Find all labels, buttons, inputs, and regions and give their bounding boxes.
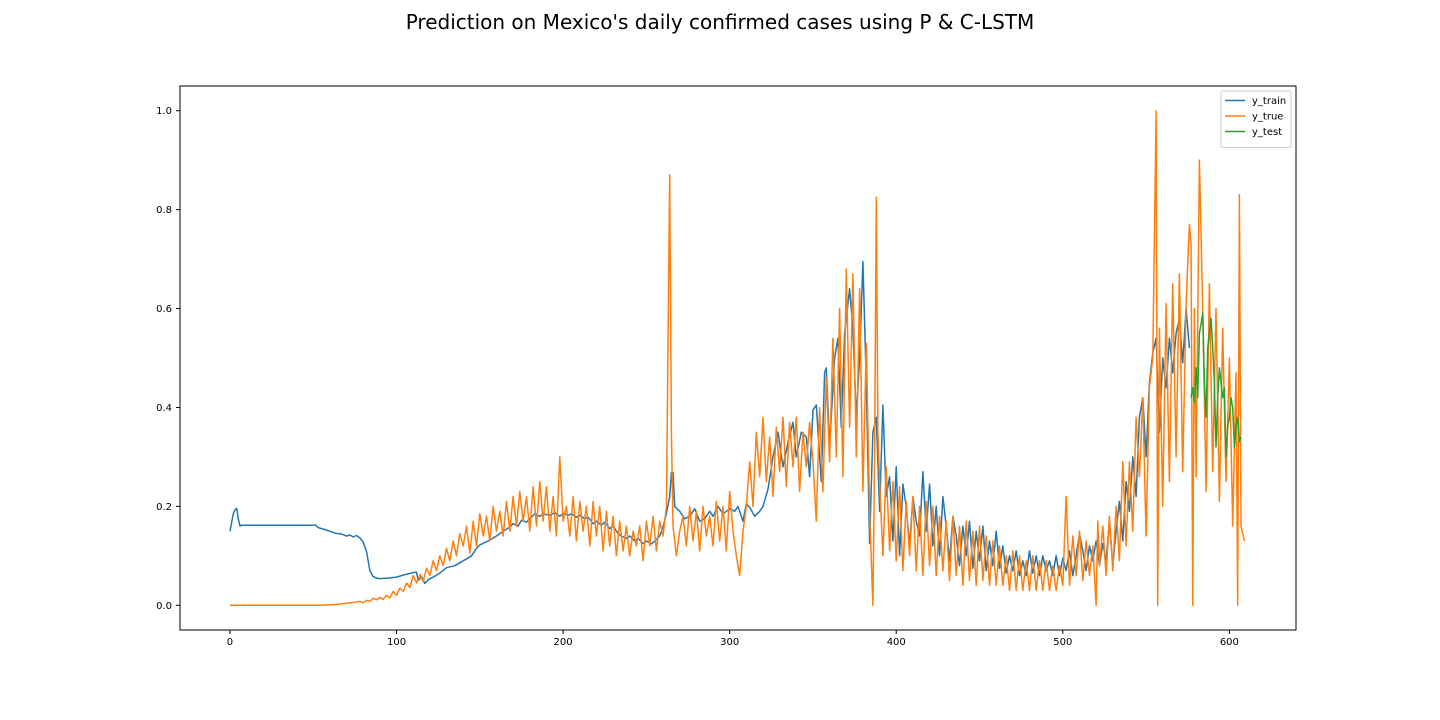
x-tick-label: 0 — [227, 637, 233, 648]
plot-area — [229, 109, 1246, 607]
legend: y_train y_true y_test — [1220, 90, 1292, 148]
series-line-y-true — [230, 109, 1246, 607]
chart-title: Prediction on Mexico's daily confirmed c… — [405, 10, 1035, 34]
series-line-y-train — [229, 260, 1191, 585]
x-axis: 0 100 200 300 400 500 600 — [227, 630, 1239, 648]
y-tick-label: 0.4 — [156, 403, 172, 414]
y-tick-label: 1.0 — [156, 106, 172, 117]
legend-label: y_train — [1252, 96, 1286, 107]
y-tick-label: 0.8 — [156, 205, 172, 216]
x-tick-label: 300 — [720, 637, 739, 648]
legend-box — [1220, 90, 1292, 148]
legend-label: y_test — [1252, 127, 1282, 138]
y-tick-label: 0.0 — [156, 601, 172, 612]
x-tick-label: 100 — [387, 637, 406, 648]
x-tick-label: 600 — [1220, 637, 1239, 648]
axes-frame — [179, 85, 1297, 631]
y-tick-label: 0.6 — [156, 304, 172, 315]
y-tick-label: 0.2 — [156, 502, 172, 513]
x-tick-label: 200 — [554, 637, 573, 648]
legend-label: y_true — [1252, 112, 1283, 123]
series-line-y-test — [1190, 312, 1242, 458]
y-axis: 0.0 0.2 0.4 0.6 0.8 1.0 — [156, 106, 180, 612]
x-tick-label: 400 — [887, 637, 906, 648]
x-tick-label: 500 — [1053, 637, 1072, 648]
